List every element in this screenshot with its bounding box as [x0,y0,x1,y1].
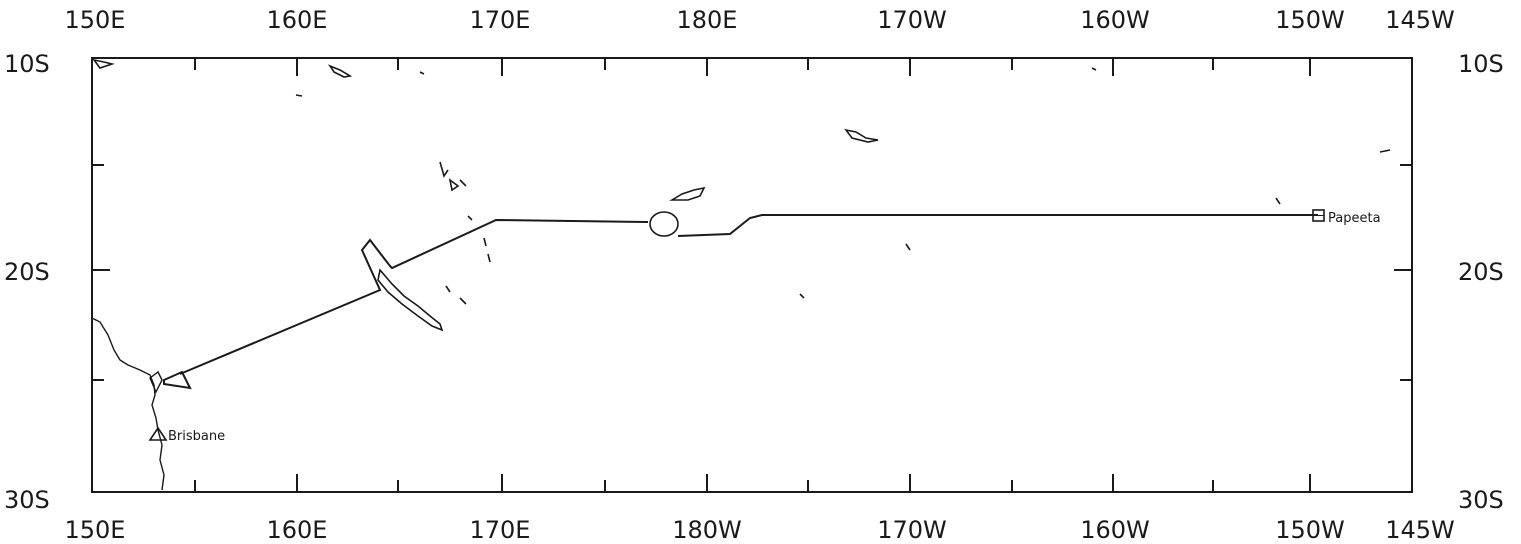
right-lat-label-20s: 20S [1458,258,1504,286]
map-frame [91,57,1413,493]
side-ticks [92,164,1412,381]
bottom-lon-label-150w: 150W [1275,516,1345,544]
top-lon-label-145w: 145W [1385,6,1455,34]
left-lat-label-30s: 30S [4,486,50,514]
papeete-marker [1312,209,1325,222]
right-lat-label-30s: 30S [1458,486,1504,514]
bottom-lon-label-180w: 180W [672,516,742,544]
new-caledonia-island [377,268,444,332]
top-lon-label-150w: 150W [1275,6,1345,34]
pacific-islands [92,58,1391,305]
bottom-lon-label-160w: 160W [1080,516,1150,544]
australia-coastline [91,317,165,491]
top-ticks [194,58,1311,76]
bottom-lon-label-170e: 170E [470,516,531,544]
top-lon-label-160w: 160W [1080,6,1150,34]
bottom-lon-label-150e: 150E [65,516,126,544]
brisbane-marker [148,426,168,441]
left-lat-label-10s: 10S [4,50,50,78]
bottom-lon-label-160e: 160E [267,516,328,544]
bottom-lon-label-170w: 170W [877,516,947,544]
top-lon-label-170e: 170E [470,6,531,34]
top-lon-label-170w: 170W [877,6,947,34]
top-lon-label-150e: 150E [65,6,126,34]
top-lon-label-180e: 180E [677,6,738,34]
papeete-label: Papeeta [1328,211,1381,226]
left-lat-label-20s: 20S [4,258,50,286]
top-lon-label-160e: 160E [267,6,328,34]
right-lat-label-10s: 10S [1458,50,1504,78]
brisbane-label: Brisbane [168,429,225,444]
bottom-lon-label-145w: 145W [1385,516,1455,544]
fiji-island [649,211,679,237]
route-line [163,214,1318,390]
australia-coast-inlet [149,370,163,394]
bottom-ticks [194,474,1311,492]
